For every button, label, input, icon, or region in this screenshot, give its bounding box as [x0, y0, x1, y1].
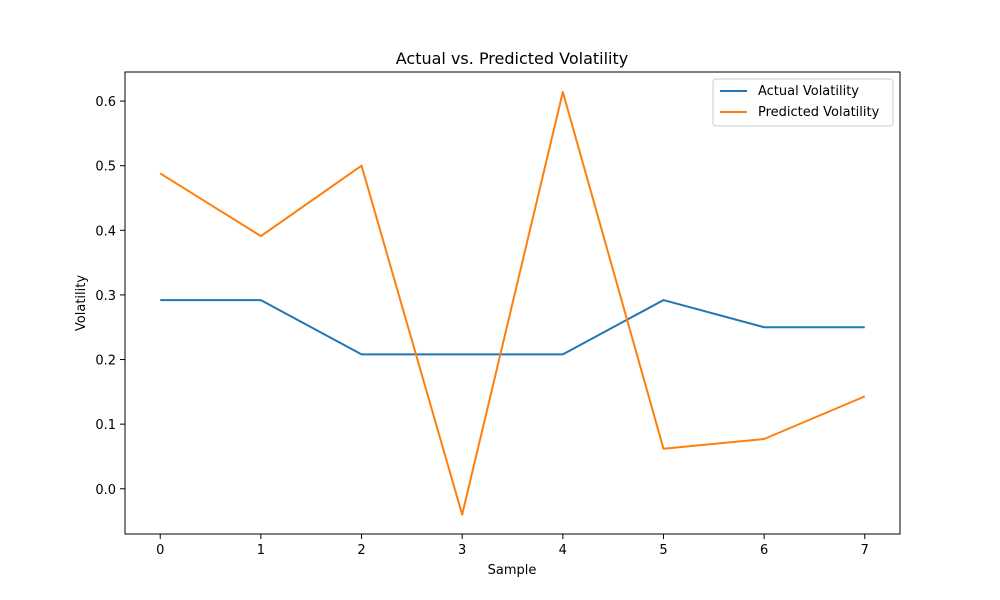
series-layer	[159, 91, 866, 516]
y-axis-label: Volatility	[74, 275, 89, 331]
legend: Actual Volatility Predicted Volatility	[712, 78, 894, 127]
x-tick-label: 5	[659, 543, 667, 558]
series-line-predicted	[159, 91, 866, 516]
legend-label-actual: Actual Volatility	[758, 84, 859, 99]
x-tick-label: 7	[861, 543, 869, 558]
legend-label-predicted: Predicted Volatility	[758, 105, 880, 120]
y-axis: 0.0 0.1 0.2 0.3 0.4 0.5 0.6	[95, 95, 125, 498]
y-tick-label: 0.5	[95, 160, 116, 175]
x-tick-label: 6	[760, 543, 768, 558]
y-tick-label: 0.0	[95, 483, 116, 498]
legend-box	[712, 78, 894, 127]
x-axis-label: Sample	[488, 563, 537, 578]
y-tick-label: 0.3	[95, 289, 116, 304]
x-tick-label: 0	[156, 543, 164, 558]
axes-frame	[124, 71, 901, 535]
series-line-actual	[160, 299, 865, 356]
chart-title: Actual vs. Predicted Volatility	[396, 49, 628, 68]
x-axis: 0 1 2 3 4 5 6 7	[156, 534, 869, 558]
x-tick-label: 3	[458, 543, 466, 558]
y-tick-label: 0.1	[95, 418, 116, 433]
x-tick-label: 2	[357, 543, 365, 558]
y-tick-label: 0.2	[95, 354, 116, 369]
x-tick-label: 4	[559, 543, 567, 558]
y-tick-label: 0.4	[95, 224, 116, 239]
plot-area	[124, 71, 901, 535]
x-tick-label: 1	[257, 543, 265, 558]
y-tick-label: 0.6	[95, 95, 116, 110]
